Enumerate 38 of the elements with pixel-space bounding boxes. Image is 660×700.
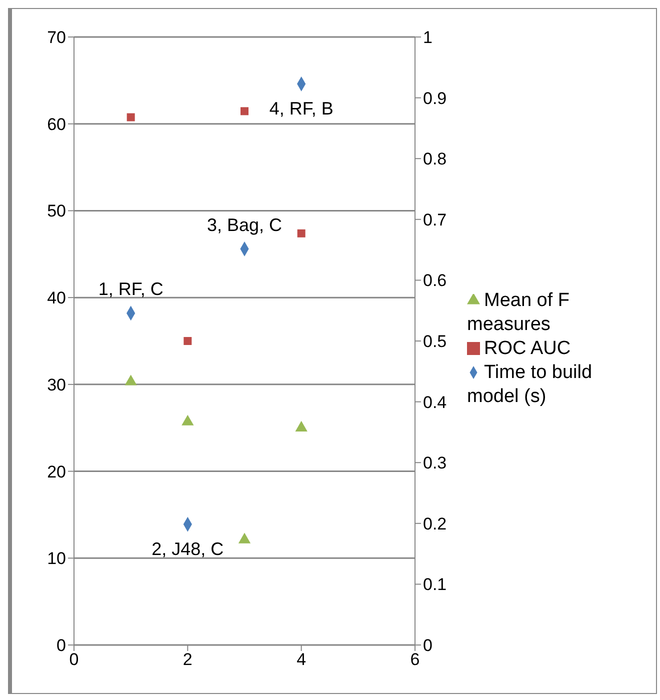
point	[126, 113, 135, 122]
x-tick-label: 4	[296, 650, 306, 670]
y2-tick-label: 0.2	[423, 514, 447, 534]
y2-tick-label: 0.1	[423, 575, 447, 594]
y2-tick-label: 0	[423, 636, 432, 656]
x-tick-label: 0	[69, 650, 79, 670]
point	[182, 414, 194, 426]
y-tick-label: 70	[47, 28, 66, 48]
annotation: 3, Bag, C	[206, 214, 282, 235]
y2-tick-label: 0.9	[423, 88, 447, 108]
legend-label: Mean of F measures	[467, 290, 570, 335]
point	[124, 374, 137, 386]
y-tick-label: 10	[47, 549, 66, 568]
point	[295, 420, 308, 432]
y-tick-label: 60	[47, 114, 66, 134]
legend-label: ROC AUC	[484, 338, 571, 359]
annotation: 4, RF, B	[269, 98, 334, 119]
y-tick-label: 0	[56, 636, 66, 656]
point	[240, 107, 248, 116]
y2-tick-label: 0.4	[423, 392, 447, 412]
legend-label: Time to build model (s)	[467, 362, 592, 407]
point	[184, 337, 192, 345]
y-tick-label: 30	[47, 375, 66, 394]
y2-tick-label: 0.3	[423, 454, 447, 473]
y2-tick-label: 1	[423, 28, 432, 48]
y2-tick-label: 0.6	[423, 271, 447, 290]
y-tick-label: 20	[47, 462, 66, 482]
y-tick-label: 50	[47, 202, 66, 221]
point	[238, 532, 251, 544]
y2-tick-label: 0.7	[423, 210, 447, 230]
y2-tick-label: 0.8	[423, 150, 447, 169]
y-tick-label: 40	[47, 288, 66, 308]
x-tick-label: 2	[182, 650, 192, 670]
y2-tick-label: 0.5	[423, 332, 447, 352]
x-tick-label: 6	[410, 650, 420, 670]
annotation: 2, J48, C	[152, 539, 224, 560]
point	[297, 229, 306, 238]
annotation: 1, RF, C	[98, 279, 164, 300]
